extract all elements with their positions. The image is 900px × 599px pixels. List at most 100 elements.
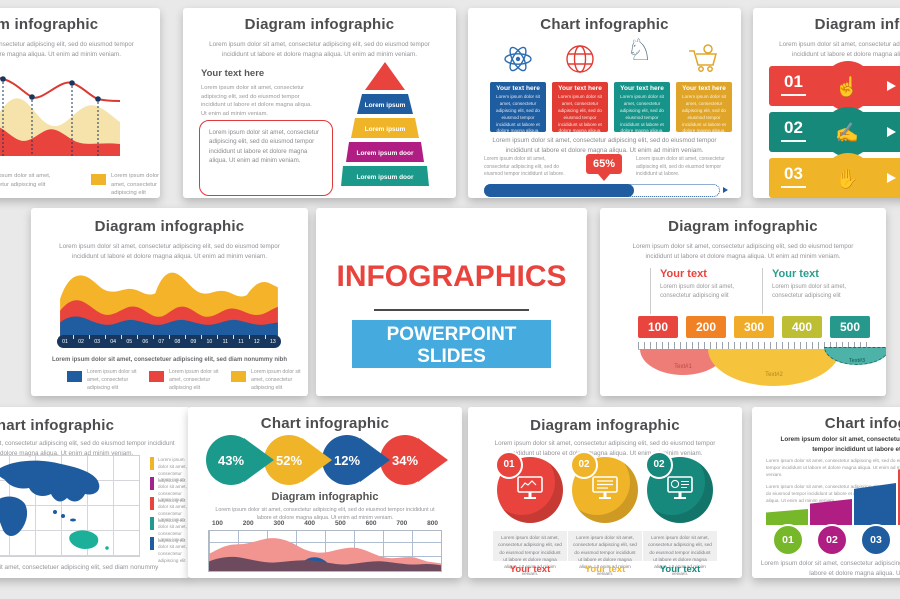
timeline-pill: 01 02 03 04 05 06 07 08 09 10 11 11 12 1… xyxy=(57,335,281,348)
slide-subtitle: Lorem ipsum dolor sit amet, consectetur … xyxy=(59,243,280,260)
axis-tick: 300 xyxy=(273,520,285,527)
axis-tick: 600 xyxy=(365,520,377,527)
your-text-label-red: Your text xyxy=(509,564,551,575)
box-body: Lorem ipsum dolor sit amet, consectetur … xyxy=(496,94,540,148)
cover-banner-line1: POWERPOINT SLIDES xyxy=(386,324,517,367)
pyramid-level-1 xyxy=(357,94,413,114)
svg-text:34%: 34% xyxy=(392,453,418,468)
pyramid-label: Lorem ipsum xyxy=(365,126,406,133)
slide-chart-columns[interactable]: Chart infographic ♘ Your text here Lorem… xyxy=(468,8,741,198)
chart-subheading: Diagram infographic xyxy=(271,491,379,503)
slide-subtitle: Lorem ipsum dolor sit amet, consectetur … xyxy=(779,41,900,58)
chess-knight-icon: ♘ xyxy=(626,34,653,67)
legend-text: Lorem ipsum dolor sit amet, consectetur … xyxy=(158,537,187,563)
pyramid-label: Lorem ipsum door xyxy=(356,174,414,181)
svg-text:43%: 43% xyxy=(218,453,244,468)
continent-africa xyxy=(0,496,28,536)
chart-caption: Lorem ipsum dolor sit amet, consectetuer… xyxy=(51,357,288,363)
slide-slanted-bars[interactable]: Chart infographic Lorem ipsum dolor sit … xyxy=(752,407,900,578)
chart-subtitle: Lorem ipsum dolor sit amet, consectetur … xyxy=(215,507,435,522)
step-circle-blue: 03 xyxy=(860,524,892,556)
legend-text: Lorem ipsum dolor sit amet, consectetur … xyxy=(251,369,301,391)
slide-world-map[interactable]: Chart infographic Lorem ipsum dolor sit … xyxy=(0,407,190,578)
timeline-label: 12 xyxy=(253,338,260,345)
timeline-ticks xyxy=(57,335,281,339)
pyramid-level-4 xyxy=(341,166,429,186)
slide-numbered-banners[interactable]: Diagram infographic Lorem ipsum dolor si… xyxy=(753,8,900,198)
slide-subtitle: Lorem ipsum dolor sit amet, consectetur … xyxy=(0,41,134,58)
body-text: Lorem ipsum dolor sit amet, consectetur … xyxy=(766,484,889,504)
slide-title: Diagram infographic xyxy=(814,16,900,33)
slide-value-scale[interactable]: Diagram infographic Lorem ipsum dolor si… xyxy=(600,208,886,396)
column-text: Lorem ipsum dolor sit amet, consectetur … xyxy=(660,284,735,299)
text-box-red: Your text here Lorem ipsum dolor sit ame… xyxy=(552,82,608,147)
slide-title: Chart infographic xyxy=(540,16,669,33)
map-grid xyxy=(0,455,140,557)
continent-australia xyxy=(69,530,99,549)
timeline-label: 01 xyxy=(62,338,68,345)
slide-cover[interactable]: INFOGRAPHICS POWERPOINT SLIDES TEMPLATE xyxy=(316,208,587,396)
axis-tick: 700 xyxy=(396,520,408,527)
arc-yellow: Text#2 xyxy=(708,349,840,386)
map-legend-bar-teal xyxy=(150,517,154,530)
box-header: Your text here xyxy=(682,85,726,92)
slide-area-line-chart[interactable]: Diagram infographic Lorem ipsum dolor si… xyxy=(0,8,160,198)
legend-text: Lorem ipsum dolor sit amet, consectetur … xyxy=(111,173,160,197)
cover-banner: POWERPOINT SLIDES TEMPLATE xyxy=(352,320,551,381)
box-header: Your text here xyxy=(558,85,602,92)
value-box-500: 500 xyxy=(830,316,870,338)
banner-number: 03 xyxy=(781,164,806,188)
slide-pyramid-diagram[interactable]: Diagram infographic Lorem ipsum dolor si… xyxy=(183,8,456,198)
percent-badge-blue: 12% xyxy=(322,435,390,485)
map-legend-bar-yellow xyxy=(150,457,154,470)
bar-magenta xyxy=(810,499,852,525)
timeline-label: 10 xyxy=(206,338,213,345)
axis-tick: 200 xyxy=(242,520,254,527)
slide-title: Diagram infographic xyxy=(244,16,395,33)
pyramid-level-2 xyxy=(351,118,419,138)
slide-percent-arrows[interactable]: Chart infographic 43% 52% 12% 34% Diagra… xyxy=(188,407,462,578)
slide-stacked-area[interactable]: Diagram infographic Lorem ipsum dolor si… xyxy=(31,208,308,396)
caption-box: Lorem ipsum dolor sit amet, consectetur … xyxy=(643,531,717,576)
slide-title: Diagram infographic xyxy=(0,16,99,33)
axis-tick: 500 xyxy=(334,520,346,527)
slide-subtitle-bold: Lorem ipsum dolor sit amet, consectetur … xyxy=(780,436,900,453)
slide-numbered-circles[interactable]: Diagram infographic Lorem ipsum dolor si… xyxy=(468,407,742,578)
monitor-list-icon xyxy=(592,476,618,499)
slide-subtitle: Lorem ipsum dolor sit amet, consectetur … xyxy=(632,243,854,260)
globe-icon xyxy=(566,45,594,73)
legend-text: Lorem ipsum dolor sit amet, consectetur … xyxy=(158,457,187,483)
timeline-label: 06 xyxy=(142,338,149,345)
timeline-label: 11 xyxy=(222,338,228,345)
timeline-label: 09 xyxy=(190,338,197,345)
legend-text: Lorem ipsum dolor sit amet, consectetur … xyxy=(87,369,137,391)
axis-labels: 100 200 300 400 500 600 700 800 xyxy=(208,520,442,527)
banner-row-2: 02 ✍ Lorem ipsum dolor sit amet, consect… xyxy=(769,107,900,157)
banner-bump xyxy=(823,61,873,111)
map-legend-bar-blue xyxy=(150,537,154,550)
atom-icon xyxy=(504,46,532,72)
world-map xyxy=(0,460,109,550)
trend-line xyxy=(0,77,120,102)
banner-number: 02 xyxy=(781,118,806,142)
banner-bump xyxy=(823,153,873,198)
percent-badge-red: 34% xyxy=(380,435,448,485)
pyramid-top xyxy=(365,62,405,90)
map-legend-bar-magenta xyxy=(150,477,154,490)
text-box-yellow: Your text here Lorem ipsum dolor sit ame… xyxy=(676,82,732,147)
column-left: Your text Lorem ipsum dolor sit amet, co… xyxy=(650,268,760,314)
play-arrow-icon xyxy=(887,127,896,137)
slide-subtitle: Lorem ipsum dolor sit amet, consectetur … xyxy=(494,440,716,457)
percent-badge-teal: 43% xyxy=(206,435,274,485)
island-new-zealand xyxy=(105,546,109,550)
continent-eurasia xyxy=(0,460,100,502)
slide-subtitle: Lorem ipsum dolor sit amet, consectetur … xyxy=(0,440,175,457)
progress-note-left: Lorem ipsum dolor sit amet, consectetur … xyxy=(484,156,565,177)
play-arrow-icon xyxy=(887,81,896,91)
svg-text:52%: 52% xyxy=(276,453,302,468)
column-text: Lorem ipsum dolor sit amet, consectetur … xyxy=(772,284,847,299)
timeline-label: 04 xyxy=(110,338,117,345)
legend-swatch-blue xyxy=(67,371,82,382)
box-body: Lorem ipsum dolor sit amet, consectetur … xyxy=(620,94,664,148)
legend-swatch-yellow xyxy=(91,174,106,185)
